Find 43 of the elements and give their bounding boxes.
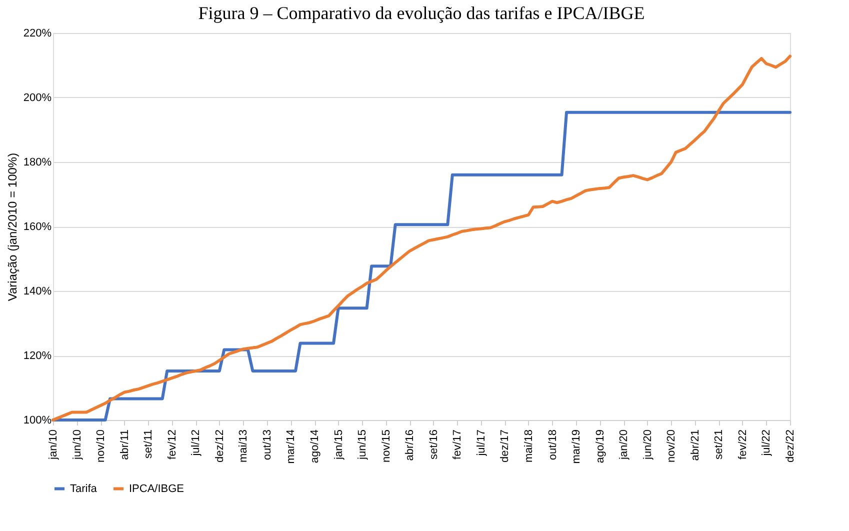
x-tick-label: fev/12 [166,430,178,460]
x-tick-label: nov/20 [666,430,678,463]
x-tick-label: jun/10 [71,430,84,460]
x-tick-label: abr/16 [404,430,416,461]
y-axis-title: Variação (jan/2010 = 100%) [5,152,20,302]
y-tick-label: 200% [23,92,52,104]
x-tick-label: mar/19 [570,430,583,464]
x-tick-label: jul/22 [760,430,773,457]
x-tick-label: jan/15 [332,430,345,460]
x-tick-label: set/11 [142,430,155,459]
x-tick-label: fev/17 [452,430,464,460]
x-tick-label: dez/12 [214,430,226,463]
x-tick-label: out/18 [546,430,559,460]
x-tick-label: ago/19 [594,430,606,464]
y-tick-label: 180% [23,156,52,168]
x-tick-label: mai/18 [522,430,535,463]
x-tick-label: abr/21 [689,430,702,461]
x-tick-label: jul/17 [475,430,488,457]
x-tick-label: fev/22 [736,430,749,460]
x-tick-label: jun/15 [356,430,369,460]
x-tick-label: jun/20 [642,430,654,460]
x-tick-label: nov/10 [95,430,108,463]
x-tick-label: set/21 [713,430,726,460]
x-tick-label: jan/10 [48,430,60,460]
x-tick-label: set/16 [428,430,440,460]
legend-label: Tarifa [70,482,98,495]
y-tick-label: 120% [23,350,52,362]
legend-label: IPCA/IBGE [129,482,184,495]
x-tick-label: abr/11 [118,430,131,460]
y-tick-label: 140% [23,286,52,298]
y-tick-label: 160% [23,221,52,233]
chart-title: Figura 9 – Comparativo da evolução das tarifas e IPCA/IBGE [198,3,645,23]
x-tick-label: ago/14 [309,430,322,464]
x-tick-label: nov/15 [380,430,392,463]
x-tick-label: dez/22 [784,430,796,463]
x-tick-label: mar/14 [285,430,298,464]
x-tick-label: jan/20 [618,430,630,460]
x-tick-label: jul/12 [190,430,202,457]
x-tick-label: out/13 [261,430,274,460]
y-tick-label: 100% [23,414,52,426]
x-tick-label: mai/13 [238,430,250,463]
x-tick-label: dez/17 [499,430,512,463]
y-tick-label: 220% [23,28,52,40]
